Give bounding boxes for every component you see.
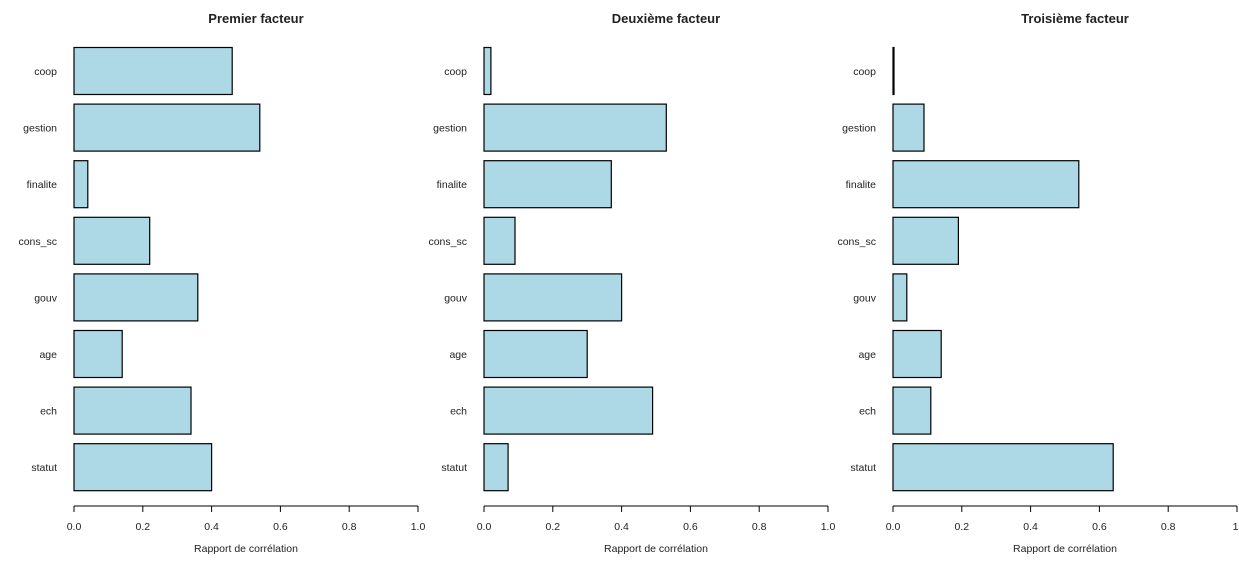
- x-tick-label: 0.2: [135, 521, 150, 533]
- panel-title: Premier facteur: [208, 11, 303, 26]
- bar-coop: [483, 46, 492, 96]
- x-tick-label: 0.2: [545, 521, 560, 533]
- category-label-coop: coop: [853, 66, 876, 78]
- bar-statut: [73, 443, 213, 492]
- x-tick-label: 0.6: [1092, 521, 1107, 533]
- bar-statut: [483, 443, 509, 492]
- x-tick-label: 0.8: [752, 521, 767, 533]
- category-label-coop: coop: [444, 66, 467, 78]
- x-tick-label: 0.4: [204, 521, 219, 533]
- bar-ech: [483, 386, 654, 435]
- bar-cons_sc: [483, 216, 516, 265]
- bar-coop: [73, 46, 233, 96]
- panel-title: Deuxième facteur: [612, 11, 720, 26]
- x-axis-label: Rapport de corrélation: [604, 543, 708, 555]
- category-label-gestion: gestion: [23, 123, 57, 135]
- bar-age: [892, 329, 942, 379]
- x-tick-label: 0.8: [342, 521, 357, 533]
- x-tick-label: 0.6: [683, 521, 698, 533]
- x-tick-label: 0.0: [886, 521, 901, 533]
- bar-gestion: [892, 103, 925, 152]
- bar-gouv: [483, 273, 623, 322]
- bar-ech: [892, 386, 932, 435]
- category-label-gouv: gouv: [853, 292, 877, 304]
- x-tick-label: 0.0: [67, 521, 82, 533]
- category-label-cons_sc: cons_sc: [428, 236, 467, 248]
- category-label-ech: ech: [40, 406, 57, 418]
- category-label-finalite: finalite: [27, 179, 58, 191]
- category-label-ech: ech: [450, 406, 467, 418]
- bar-ech: [73, 386, 192, 435]
- category-label-finalite: finalite: [437, 179, 468, 191]
- bar-finalite: [892, 160, 1080, 209]
- category-label-gouv: gouv: [444, 292, 468, 304]
- category-label-cons_sc: cons_sc: [837, 236, 876, 248]
- category-label-statut: statut: [441, 462, 467, 474]
- category-label-finalite: finalite: [846, 179, 877, 191]
- category-label-statut: statut: [31, 462, 57, 474]
- factor-panel-2: Deuxième facteur coop gestion finalite cons_…: [428, 11, 835, 555]
- category-label-statut: statut: [850, 462, 876, 474]
- category-label-age: age: [449, 349, 467, 361]
- bar-gouv: [892, 273, 908, 322]
- bar-coop: [892, 46, 895, 96]
- bar-age: [483, 329, 588, 379]
- x-tick-label: 0.6: [273, 521, 288, 533]
- bar-gestion: [483, 103, 667, 152]
- category-label-age: age: [858, 349, 876, 361]
- category-label-gouv: gouv: [34, 292, 58, 304]
- category-label-gestion: gestion: [433, 123, 467, 135]
- category-label-ech: ech: [859, 406, 876, 418]
- x-tick-label: 0.4: [614, 521, 629, 533]
- factor-panel-3: Troisième facteur coop gestion finalite cons…: [837, 11, 1239, 555]
- bar-age: [73, 329, 123, 379]
- category-label-gestion: gestion: [842, 123, 876, 135]
- x-tick-label: 1.: [1233, 521, 1239, 533]
- x-tick-label: 0.8: [1161, 521, 1176, 533]
- x-axis-label: Rapport de corrélation: [194, 543, 298, 555]
- category-label-cons_sc: cons_sc: [18, 236, 57, 248]
- bar-gestion: [73, 103, 261, 152]
- bar-cons_sc: [73, 216, 151, 265]
- x-axis-label: Rapport de corrélation: [1013, 543, 1117, 555]
- x-tick-label: 0.2: [954, 521, 969, 533]
- category-label-coop: coop: [34, 66, 57, 78]
- bar-finalite: [73, 160, 89, 209]
- bar-finalite: [483, 160, 612, 209]
- x-tick-label: 1.0: [411, 521, 426, 533]
- bar-gouv: [73, 273, 199, 322]
- bar-statut: [892, 443, 1114, 492]
- panel-title: Troisième facteur: [1021, 11, 1129, 26]
- category-label-age: age: [39, 349, 57, 361]
- factor-panel-1: Premier facteur coop gestion finalite cons_s…: [18, 11, 425, 555]
- bar-cons_sc: [892, 216, 960, 265]
- x-tick-label: 1.0: [821, 521, 836, 533]
- x-tick-label: 0.0: [477, 521, 492, 533]
- x-tick-label: 0.4: [1023, 521, 1038, 533]
